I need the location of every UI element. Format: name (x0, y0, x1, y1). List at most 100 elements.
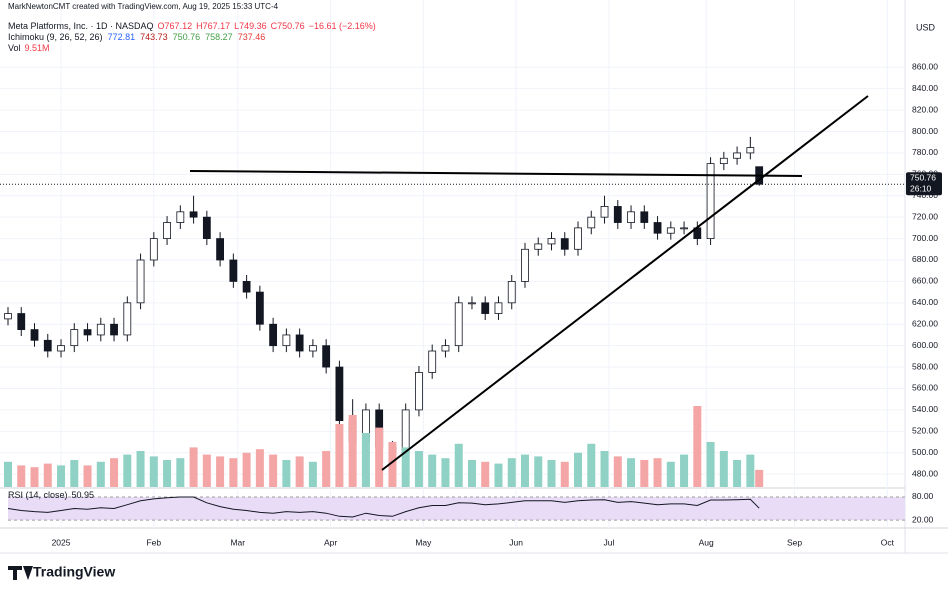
rsi-tick-label: 20.00 (912, 514, 934, 524)
volume-value: 9.51M (25, 43, 50, 53)
volume-bar (70, 460, 79, 487)
candle-body (666, 227, 675, 234)
candle-body (255, 291, 264, 325)
volume-bar (149, 456, 158, 487)
volume-bar (587, 443, 596, 487)
volume-bar (322, 451, 331, 487)
x-tick-label: Mar (230, 537, 245, 547)
y-tick-label: 680.00 (912, 254, 938, 264)
y-tick-label: 620.00 (912, 318, 938, 328)
volume-bar (414, 451, 423, 487)
y-tick-label: 560.00 (912, 383, 938, 393)
volume-bar (481, 461, 490, 487)
x-tick-label: Sep (787, 537, 802, 547)
candle-body (574, 227, 582, 250)
volume-bar (640, 460, 649, 487)
rsi-band (8, 496, 905, 521)
volume-bar (388, 442, 397, 487)
candle-body (680, 227, 688, 230)
countdown: 26:10 (910, 183, 932, 193)
volume-bar (176, 458, 185, 487)
volume-bar (242, 452, 251, 487)
candle-body (269, 323, 278, 347)
volume-bar (613, 456, 622, 487)
volume-bar (520, 454, 529, 487)
x-tick-label: Aug (699, 537, 714, 547)
volume-bar (17, 465, 26, 487)
y-tick-label: 780.00 (912, 147, 938, 157)
candle-body (308, 345, 317, 352)
volume-bar (216, 456, 225, 487)
volume-bar (441, 458, 450, 487)
y-tick-label: 540.00 (912, 404, 938, 414)
candle-body (335, 366, 344, 422)
volume-bar (202, 454, 211, 487)
volume-bar (494, 463, 503, 487)
candle-body (189, 211, 198, 218)
ichimoku-name: Ichimoku (9, 26, 52, 26) (8, 32, 103, 42)
credit: MarkNewtonCMT created with TradingView.c… (8, 2, 279, 11)
candle-body (17, 313, 26, 330)
rsi-legend: RSI (14, close) 50.95 (8, 490, 94, 500)
x-tick-label: Feb (146, 537, 161, 547)
y-tick-label: 720.00 (912, 211, 938, 221)
volume-bar (507, 458, 516, 487)
rsi-line (7, 496, 760, 518)
change: −16.61 (−2.16%) (309, 21, 376, 31)
volume-legend: Vol 9.51M (8, 43, 50, 53)
ohlc-value: H767.17 (196, 21, 230, 31)
candle-body (110, 323, 118, 336)
candle-body (163, 222, 171, 239)
volume-bar (30, 467, 39, 487)
candle-body (441, 345, 450, 352)
candle-body (613, 206, 622, 223)
ichimoku-value: 750.76 (173, 32, 201, 42)
candle-body (295, 334, 304, 352)
candle-body (216, 238, 224, 261)
volume-bar (680, 454, 689, 487)
volume-bar (653, 458, 662, 487)
ohlc-value: C750.76 (271, 21, 305, 31)
volume-bar (693, 406, 702, 487)
candle-body (428, 350, 437, 373)
volume-bar (467, 460, 476, 487)
volume-bar (282, 460, 291, 487)
volume-bar (348, 415, 357, 487)
volume-bar (269, 454, 278, 487)
y-tick-label: 580.00 (912, 361, 938, 371)
ichimoku-value: 772.81 (108, 32, 136, 42)
logo-text: TradingView (33, 564, 115, 580)
volume-bar (361, 433, 370, 487)
candle-body (229, 259, 238, 282)
candle-body (57, 345, 65, 352)
candle-body (83, 329, 92, 336)
x-tick-label: 2025 (52, 537, 71, 547)
candle-body (507, 281, 516, 304)
candle-body (560, 238, 569, 250)
candle-body (415, 372, 423, 411)
volume-bar (189, 447, 198, 487)
x-tick-label: Apr (324, 537, 337, 547)
currency: USD (916, 22, 936, 32)
candle-body (149, 238, 158, 261)
candle-body (30, 329, 39, 341)
y-tick-label: 500.00 (912, 447, 938, 457)
volume-bar (719, 451, 728, 487)
volume-bar (110, 458, 119, 487)
candle-body (627, 211, 635, 223)
y-tick-label: 840.00 (912, 83, 938, 93)
volume-bar (547, 460, 556, 487)
resistance-trendline (189, 170, 803, 177)
volume-bar (375, 427, 384, 487)
volume-bar (295, 456, 304, 487)
candle-body (587, 216, 596, 229)
volume-bar (229, 458, 238, 487)
volume-bar (574, 452, 583, 487)
candle-body (746, 147, 755, 154)
candle-body (468, 302, 476, 305)
last-price-tag (906, 172, 942, 196)
candle-body (706, 163, 715, 239)
candle-body (70, 329, 79, 347)
y-tick-label: 640.00 (912, 297, 938, 307)
